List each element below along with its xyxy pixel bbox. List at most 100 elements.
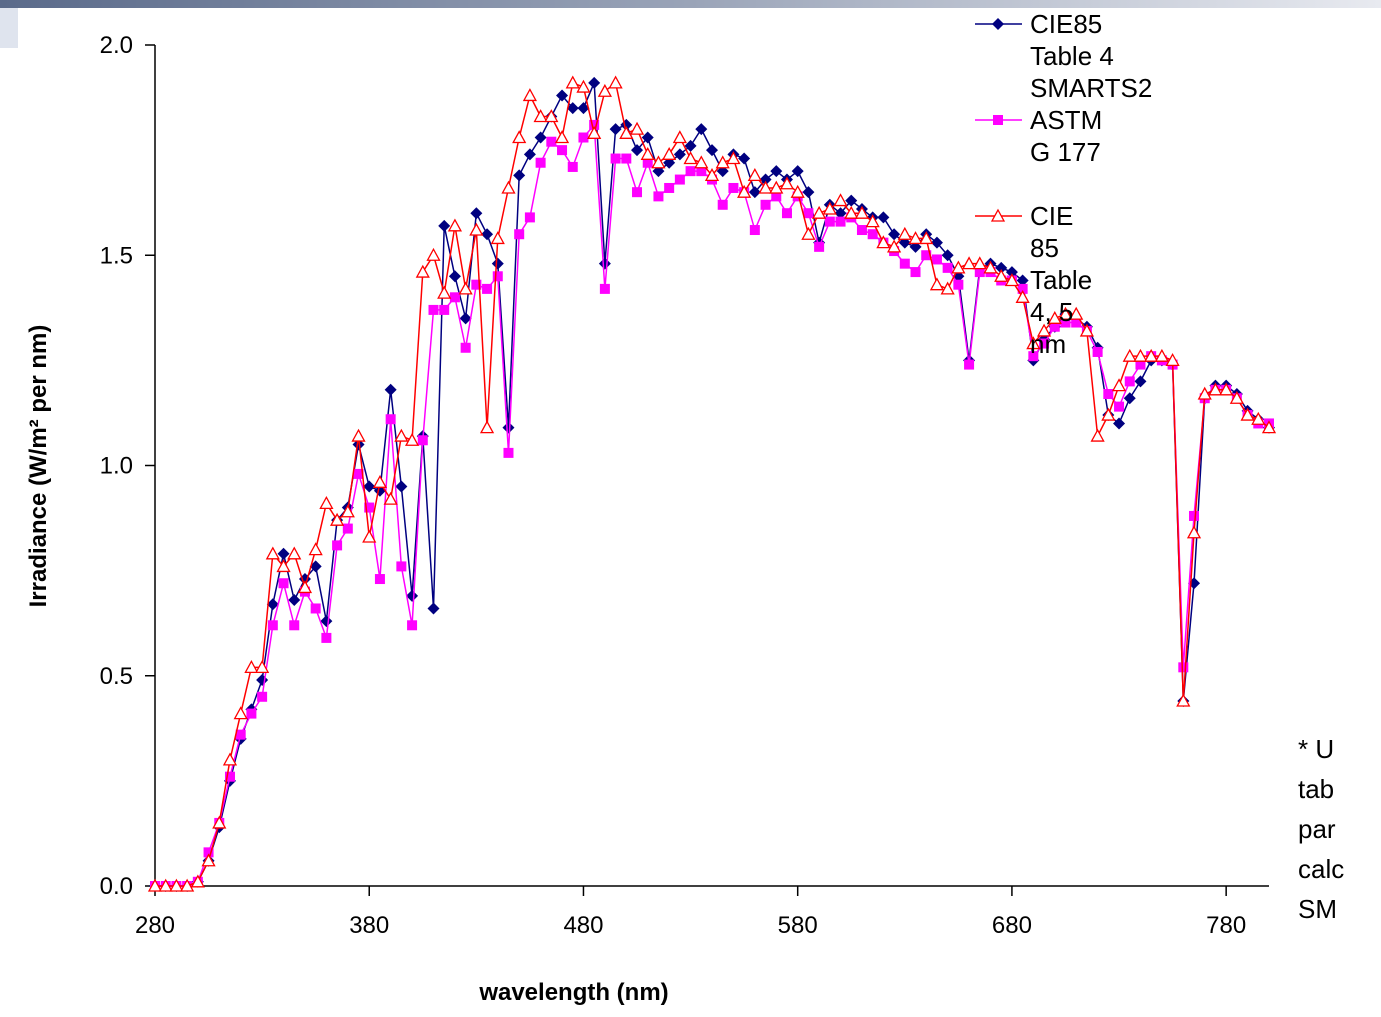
data-point (674, 174, 685, 185)
series-line (155, 81, 1270, 887)
data-point (415, 264, 430, 278)
data-point (1069, 306, 1084, 320)
data-point (544, 109, 559, 123)
data-point (577, 102, 590, 115)
data-point (619, 125, 634, 139)
data-point (1090, 428, 1105, 442)
data-point (1122, 348, 1137, 362)
data-point (887, 239, 902, 253)
annotation: SM (1298, 894, 1337, 924)
data-point (396, 561, 407, 572)
data-point (597, 83, 612, 97)
data-point (1133, 348, 1148, 362)
data-point (308, 542, 323, 556)
data-point (353, 468, 364, 479)
data-point (706, 144, 718, 157)
data-point (683, 151, 698, 165)
data-point (203, 847, 214, 858)
data-point (865, 214, 880, 228)
x-tick-label: 680 (992, 912, 1032, 939)
data-point (512, 130, 527, 144)
data-point (1060, 317, 1071, 328)
data-point (738, 152, 751, 165)
data-point (1154, 348, 1169, 362)
data-point (439, 304, 450, 315)
data-point (695, 123, 708, 136)
legend-marker (993, 115, 1003, 125)
x-tick-label: 580 (778, 912, 818, 939)
data-point (244, 659, 259, 673)
data-point (266, 598, 279, 611)
data-point (1144, 348, 1159, 362)
data-point (760, 199, 771, 210)
data-point (1113, 417, 1126, 430)
data-point (812, 205, 827, 219)
data-point (587, 125, 602, 139)
x-tick-label: 280 (135, 912, 175, 939)
data-point (578, 132, 589, 143)
data-point (351, 428, 366, 442)
data-point (1071, 317, 1082, 328)
data-point (362, 529, 377, 543)
data-point (856, 225, 867, 236)
data-point (522, 88, 537, 102)
annotation: * U (1298, 734, 1334, 764)
data-point (1047, 310, 1062, 324)
data-point (169, 878, 184, 892)
data-point (833, 193, 848, 207)
y-tick-label: 0.5 (100, 663, 133, 690)
annotation: calc (1298, 854, 1344, 884)
data-point (364, 502, 375, 513)
annotation: par (1298, 814, 1336, 844)
data-point (588, 76, 601, 89)
data-point (598, 257, 611, 270)
data-point (490, 231, 505, 245)
data-point (929, 277, 945, 291)
data-point (289, 620, 300, 631)
data-point (1015, 289, 1030, 303)
data-point (427, 602, 440, 615)
data-point (803, 208, 814, 219)
data-point (961, 256, 977, 270)
legend-label: CIE 85 Table 4, 5 nm (1030, 201, 1093, 359)
data-point (535, 157, 546, 168)
data-point (267, 620, 278, 631)
data-point (501, 180, 516, 194)
data-point (340, 504, 355, 518)
data-point (994, 268, 1009, 282)
data-point (492, 271, 503, 282)
data-point (233, 706, 248, 720)
data-point (1004, 273, 1020, 287)
data-point (533, 109, 548, 123)
data-point (1017, 283, 1028, 294)
data-point (951, 260, 966, 274)
data-point (372, 474, 388, 488)
data-point (374, 574, 385, 585)
data-point (779, 176, 795, 190)
data-point (662, 146, 677, 160)
data-point (801, 226, 816, 240)
data-point (1165, 353, 1180, 367)
data-point (310, 603, 321, 614)
data-point (704, 167, 720, 182)
data-point (1079, 323, 1094, 337)
y-tick-label: 2.0 (100, 32, 133, 59)
data-point (395, 480, 408, 493)
data-point (747, 167, 762, 182)
data-point (589, 119, 600, 130)
data-point (910, 267, 921, 278)
data-point (791, 165, 804, 178)
data-point (460, 342, 471, 353)
data-point (621, 153, 632, 164)
data-point (459, 312, 472, 325)
data-point (919, 231, 934, 245)
data-point (479, 420, 495, 434)
data-point (1092, 346, 1103, 357)
y-tick-label: 1.5 (100, 242, 133, 269)
data-point (964, 359, 975, 370)
data-point (867, 229, 878, 240)
data-point (363, 480, 376, 493)
data-point (1186, 525, 1202, 539)
data-point (664, 182, 675, 193)
